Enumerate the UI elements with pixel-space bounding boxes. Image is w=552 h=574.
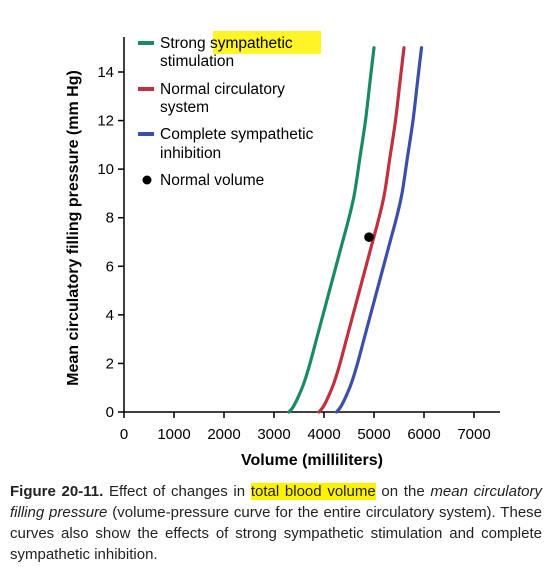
series-line-2 — [334, 46, 424, 414]
caption-text-c: (volume-pressure curve for the entire ci… — [10, 504, 543, 563]
caption-text-a: Effect of changes in — [108, 483, 246, 500]
y-tick-label: 8 — [106, 210, 114, 227]
legend-marker-normal-volume — [142, 175, 152, 185]
legend-highlight — [213, 31, 321, 54]
series-layer — [287, 46, 424, 414]
series-line-1 — [317, 46, 406, 414]
x-tick-label: 3000 — [257, 426, 290, 443]
x-axis-ticks: 0 1000 2000 3000 4000 5000 6000 7000 — [120, 412, 491, 443]
y-tick-label: 0 — [106, 404, 114, 421]
x-tick-label: 4000 — [307, 426, 340, 443]
x-tick-label: 5000 — [357, 426, 390, 443]
legend-label-strong-1: Strong sympathetic — [160, 35, 293, 52]
y-tick-label: 12 — [97, 113, 114, 130]
series-line-0 — [287, 46, 376, 414]
caption-italic-term: mean circulatory filling pressure — [10, 483, 542, 521]
normal-volume-point — [364, 232, 374, 242]
y-axis-ticks: 0 2 4 6 8 10 12 14 — [97, 64, 124, 421]
caption-figure-label: Figure 20-11. — [10, 483, 104, 500]
y-tick-label: 2 — [106, 355, 114, 372]
x-tick-label: 1000 — [157, 426, 190, 443]
figure-caption: Figure 20-11. Effect of changes in total… — [10, 481, 542, 565]
volume-pressure-chart: 0 2 4 6 8 10 12 14 0 1000 2000 3000 4000 5000 6000 700… — [65, 31, 500, 469]
y-tick-label: 10 — [97, 161, 114, 178]
x-tick-label: 2000 — [207, 426, 240, 443]
legend-label-inhibition-2: inhibition — [160, 145, 221, 162]
legend: Strong sympathetic stimulation Normal ci… — [138, 35, 314, 189]
x-tick-label: 7000 — [457, 426, 490, 443]
y-tick-label: 4 — [106, 307, 114, 324]
legend-label-normal-1: Normal circulatory — [160, 81, 285, 98]
x-tick-label: 0 — [120, 426, 128, 443]
y-tick-label: 14 — [97, 64, 114, 81]
legend-label-normal-volume: Normal volume — [160, 172, 264, 189]
y-axis-title: Mean circulatory filling pressure (mm Hg… — [65, 70, 82, 386]
points-layer — [364, 232, 374, 242]
legend-label-strong-2: stimulation — [160, 53, 234, 70]
y-tick-label: 6 — [106, 258, 114, 275]
x-tick-label: 6000 — [407, 426, 440, 443]
caption-highlight: total blood volume — [250, 483, 376, 500]
legend-label-inhibition-1: Complete sympathetic — [160, 126, 314, 143]
x-axis-title: Volume (milliliters) — [241, 452, 383, 469]
caption-text-b: on the — [381, 483, 425, 500]
legend-label-normal-2: system — [160, 99, 209, 116]
